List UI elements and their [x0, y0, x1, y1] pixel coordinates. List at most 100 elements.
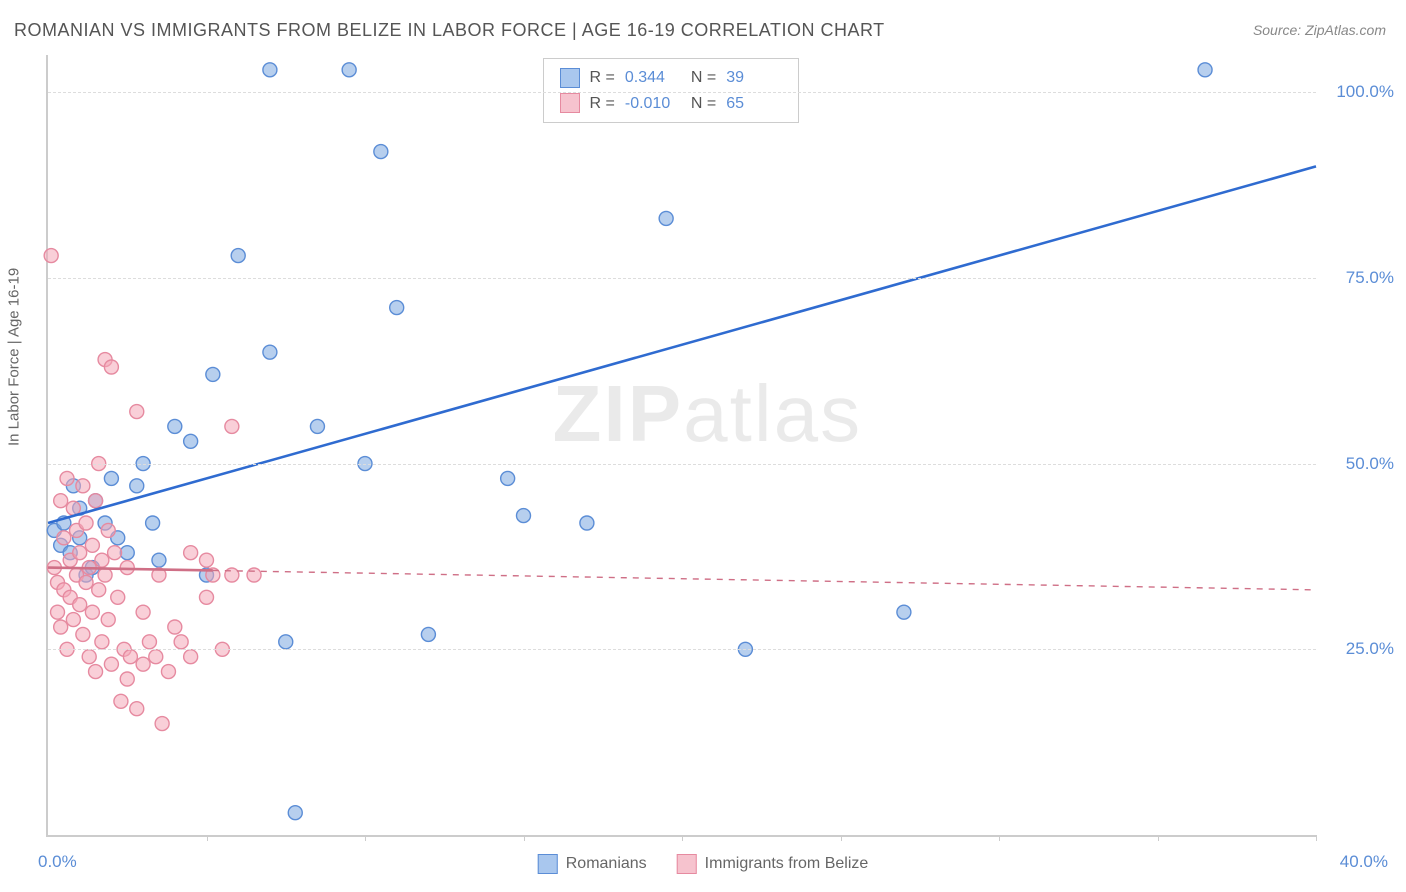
- data-point: [104, 657, 118, 671]
- data-point: [123, 650, 137, 664]
- x-tick: [1316, 835, 1317, 841]
- data-point: [101, 613, 115, 627]
- data-point: [120, 546, 134, 560]
- n-value: 65: [726, 91, 782, 117]
- data-point: [120, 672, 134, 686]
- data-point: [263, 345, 277, 359]
- y-axis-label: In Labor Force | Age 16-19: [6, 268, 23, 446]
- data-point: [200, 553, 214, 567]
- data-point: [501, 471, 515, 485]
- gridline: [48, 464, 1316, 465]
- data-point: [184, 546, 198, 560]
- data-point: [57, 531, 71, 545]
- data-point: [92, 583, 106, 597]
- data-point: [659, 211, 673, 225]
- data-point: [279, 635, 293, 649]
- trend-line-extension: [213, 570, 1316, 589]
- x-tick: [207, 835, 208, 841]
- series-legend-label: Romanians: [566, 855, 647, 873]
- data-point: [60, 471, 74, 485]
- y-tick-label: 25.0%: [1324, 639, 1394, 659]
- data-point: [95, 553, 109, 567]
- data-point: [54, 494, 68, 508]
- data-point: [111, 590, 125, 604]
- data-point: [374, 145, 388, 159]
- data-point: [66, 613, 80, 627]
- data-point: [98, 568, 112, 582]
- data-point: [104, 471, 118, 485]
- r-value: 0.344: [625, 65, 681, 91]
- x-tick: [1158, 835, 1159, 841]
- x-tick-origin: 0.0%: [38, 852, 77, 872]
- data-point: [130, 479, 144, 493]
- data-point: [517, 509, 531, 523]
- data-point: [184, 650, 198, 664]
- y-tick-label: 100.0%: [1324, 82, 1394, 102]
- data-point: [161, 665, 175, 679]
- n-label: N =: [691, 65, 716, 91]
- legend-swatch: [538, 854, 558, 874]
- gridline: [48, 278, 1316, 279]
- series-legend-item: Romanians: [538, 854, 647, 874]
- data-point: [288, 806, 302, 820]
- series-legend: Romanians Immigrants from Belize: [538, 854, 869, 874]
- data-point: [206, 367, 220, 381]
- data-point: [130, 702, 144, 716]
- data-point: [120, 561, 134, 575]
- trend-line: [48, 166, 1316, 523]
- legend-swatch: [560, 68, 580, 88]
- y-tick-label: 50.0%: [1324, 454, 1394, 474]
- x-tick-max: 40.0%: [1340, 852, 1388, 872]
- data-point: [168, 620, 182, 634]
- x-tick: [365, 835, 366, 841]
- data-point: [101, 523, 115, 537]
- series-legend-label: Immigrants from Belize: [705, 855, 869, 873]
- x-tick: [841, 835, 842, 841]
- data-point: [95, 635, 109, 649]
- legend-swatch: [560, 93, 580, 113]
- data-point: [200, 590, 214, 604]
- data-point: [580, 516, 594, 530]
- data-point: [142, 635, 156, 649]
- series-legend-item: Immigrants from Belize: [677, 854, 869, 874]
- data-point: [51, 605, 65, 619]
- plot-svg: [48, 55, 1316, 835]
- chart-title: ROMANIAN VS IMMIGRANTS FROM BELIZE IN LA…: [14, 20, 885, 41]
- correlation-legend: R =0.344N =39R =-0.010N =65: [543, 58, 800, 123]
- data-point: [73, 598, 87, 612]
- data-point: [44, 249, 58, 263]
- n-value: 39: [726, 65, 782, 91]
- data-point: [89, 494, 103, 508]
- legend-swatch: [677, 854, 697, 874]
- data-point: [155, 717, 169, 731]
- n-label: N =: [691, 91, 716, 117]
- data-point: [247, 568, 261, 582]
- data-point: [85, 605, 99, 619]
- data-point: [146, 516, 160, 530]
- data-point: [342, 63, 356, 77]
- data-point: [79, 575, 93, 589]
- data-point: [54, 620, 68, 634]
- data-point: [108, 546, 122, 560]
- data-point: [390, 301, 404, 315]
- data-point: [184, 434, 198, 448]
- data-point: [114, 694, 128, 708]
- data-point: [73, 546, 87, 560]
- source-label: Source: ZipAtlas.com: [1253, 22, 1386, 38]
- data-point: [85, 538, 99, 552]
- r-value: -0.010: [625, 91, 681, 117]
- x-tick: [682, 835, 683, 841]
- data-point: [152, 553, 166, 567]
- data-point: [231, 249, 245, 263]
- data-point: [76, 627, 90, 641]
- data-point: [1198, 63, 1212, 77]
- correlation-legend-row: R =-0.010N =65: [560, 91, 783, 117]
- data-point: [82, 650, 96, 664]
- data-point: [897, 605, 911, 619]
- data-point: [174, 635, 188, 649]
- r-label: R =: [590, 65, 615, 91]
- data-point: [168, 419, 182, 433]
- data-point: [149, 650, 163, 664]
- data-point: [263, 63, 277, 77]
- data-point: [76, 479, 90, 493]
